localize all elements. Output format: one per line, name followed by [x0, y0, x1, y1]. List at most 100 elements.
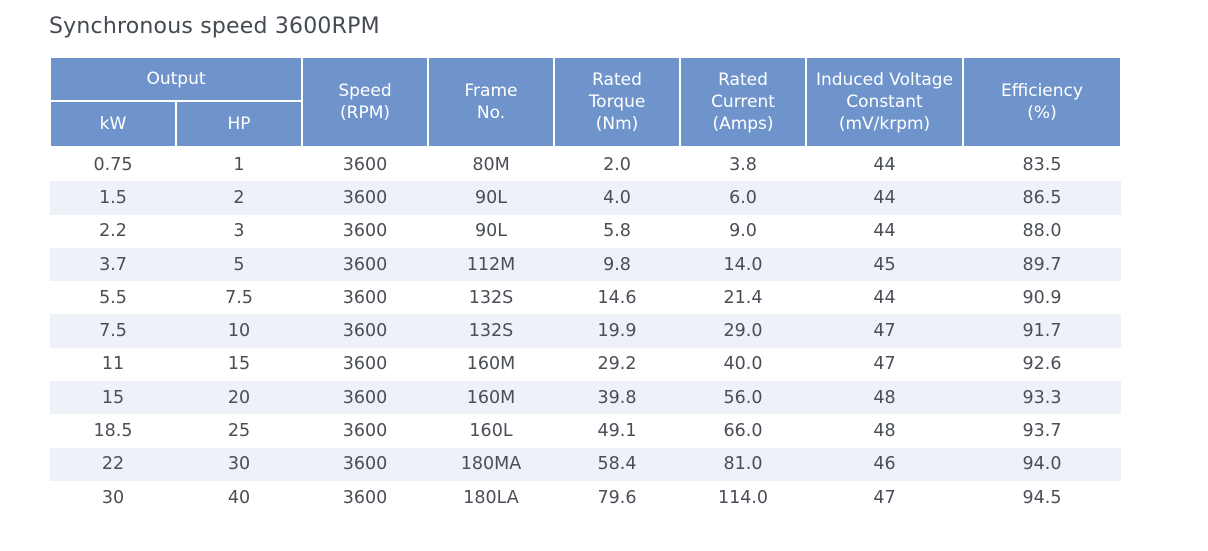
table-row: 7.5 10 3600 132S 19.9 29.0 47 91.7: [50, 314, 1121, 348]
cell-rated-current: 81.0: [680, 447, 806, 481]
cell-induced-voltage: 44: [806, 181, 963, 215]
table-body: 0.75 1 3600 80M 2.0 3.8 44 83.5 1.5 2 3600 90L 4.0 6.…: [50, 147, 1121, 515]
cell-kw: 5.5: [50, 281, 176, 315]
cell-frame: 90L: [428, 181, 554, 215]
cell-kw: 15: [50, 381, 176, 415]
table-row: 1.5 2 3600 90L 4.0 6.0 44 86.5: [50, 181, 1121, 215]
header-hp: HP: [175, 100, 303, 148]
cell-speed: 3600: [302, 381, 428, 415]
table-row: 22 30 3600 180MA 58.4 81.0 46 94.0: [50, 447, 1121, 481]
cell-induced-voltage: 44: [806, 281, 963, 315]
cell-rated-torque: 58.4: [554, 447, 680, 481]
cell-frame: 132S: [428, 281, 554, 315]
cell-rated-current: 14.0: [680, 247, 806, 282]
cell-hp: 25: [176, 414, 302, 448]
cell-speed: 3600: [302, 314, 428, 348]
table-row: 5.5 7.5 3600 132S 14.6 21.4 44 90.9: [50, 281, 1121, 315]
cell-induced-voltage: 48: [806, 381, 963, 415]
header-speed: Speed (RPM): [301, 56, 429, 148]
cell-efficiency: 94.0: [963, 447, 1121, 481]
cell-hp: 30: [176, 447, 302, 481]
cell-efficiency: 93.7: [963, 414, 1121, 448]
cell-efficiency: 88.0: [963, 214, 1121, 248]
cell-kw: 7.5: [50, 314, 176, 348]
cell-rated-torque: 39.8: [554, 381, 680, 415]
cell-frame: 160L: [428, 414, 554, 448]
cell-speed: 3600: [302, 347, 428, 382]
cell-efficiency: 90.9: [963, 281, 1121, 315]
page-title: Synchronous speed 3600RPM: [49, 14, 380, 39]
cell-kw: 3.7: [50, 247, 176, 282]
cell-speed: 3600: [302, 414, 428, 448]
cell-rated-current: 66.0: [680, 414, 806, 448]
cell-kw: 18.5: [50, 414, 176, 448]
cell-rated-current: 21.4: [680, 281, 806, 315]
cell-induced-voltage: 44: [806, 214, 963, 248]
cell-efficiency: 92.6: [963, 347, 1121, 382]
cell-hp: 10: [176, 314, 302, 348]
cell-efficiency: 93.3: [963, 381, 1121, 415]
cell-hp: 3: [176, 214, 302, 248]
cell-speed: 3600: [302, 247, 428, 282]
cell-hp: 5: [176, 247, 302, 282]
cell-efficiency: 91.7: [963, 314, 1121, 348]
cell-speed: 3600: [302, 281, 428, 315]
cell-induced-voltage: 47: [806, 480, 963, 515]
cell-kw: 11: [50, 347, 176, 382]
cell-hp: 2: [176, 181, 302, 215]
header-rated-torque: Rated Torque (Nm): [553, 56, 681, 148]
cell-hp: 40: [176, 480, 302, 515]
cell-frame: 112M: [428, 247, 554, 282]
table-row: 2.2 3 3600 90L 5.8 9.0 44 88.0: [50, 214, 1121, 248]
cell-induced-voltage: 44: [806, 147, 963, 182]
cell-rated-current: 29.0: [680, 314, 806, 348]
cell-hp: 20: [176, 381, 302, 415]
cell-hp: 7.5: [176, 281, 302, 315]
table-row: 15 20 3600 160M 39.8 56.0 48 93.3: [50, 381, 1121, 415]
cell-rated-torque: 2.0: [554, 147, 680, 182]
cell-frame: 80M: [428, 147, 554, 182]
cell-induced-voltage: 46: [806, 447, 963, 481]
cell-rated-torque: 9.8: [554, 247, 680, 282]
cell-efficiency: 94.5: [963, 480, 1121, 515]
cell-kw: 1.5: [50, 181, 176, 215]
table-row: 30 40 3600 180LA 79.6 114.0 47 94.5: [50, 480, 1121, 515]
table-row: 11 15 3600 160M 29.2 40.0 47 92.6: [50, 347, 1121, 382]
cell-rated-torque: 5.8: [554, 214, 680, 248]
cell-frame: 180MA: [428, 447, 554, 481]
table-header: Output Speed (RPM) Frame No. Rated Torqu…: [49, 56, 1122, 148]
cell-rated-current: 3.8: [680, 147, 806, 182]
cell-frame: 180LA: [428, 480, 554, 515]
cell-efficiency: 83.5: [963, 147, 1121, 182]
cell-hp: 15: [176, 347, 302, 382]
cell-induced-voltage: 47: [806, 347, 963, 382]
cell-frame: 160M: [428, 347, 554, 382]
cell-frame: 160M: [428, 381, 554, 415]
cell-speed: 3600: [302, 480, 428, 515]
table-row: 18.5 25 3600 160L 49.1 66.0 48 93.7: [50, 414, 1121, 448]
cell-rated-current: 114.0: [680, 480, 806, 515]
cell-frame: 90L: [428, 214, 554, 248]
motor-spec-table: Output Speed (RPM) Frame No. Rated Torqu…: [49, 56, 1122, 515]
cell-efficiency: 86.5: [963, 181, 1121, 215]
cell-induced-voltage: 45: [806, 247, 963, 282]
cell-frame: 132S: [428, 314, 554, 348]
cell-efficiency: 89.7: [963, 247, 1121, 282]
cell-rated-current: 9.0: [680, 214, 806, 248]
header-efficiency: Efficiency (%): [962, 56, 1122, 148]
table-row: 0.75 1 3600 80M 2.0 3.8 44 83.5: [50, 147, 1121, 182]
cell-kw: 2.2: [50, 214, 176, 248]
cell-rated-torque: 19.9: [554, 314, 680, 348]
cell-hp: 1: [176, 147, 302, 182]
cell-rated-torque: 14.6: [554, 281, 680, 315]
cell-rated-current: 56.0: [680, 381, 806, 415]
cell-speed: 3600: [302, 214, 428, 248]
cell-rated-torque: 79.6: [554, 480, 680, 515]
header-kw: kW: [49, 100, 177, 148]
cell-rated-current: 40.0: [680, 347, 806, 382]
cell-rated-torque: 4.0: [554, 181, 680, 215]
cell-induced-voltage: 47: [806, 314, 963, 348]
table-row: 3.7 5 3600 112M 9.8 14.0 45 89.7: [50, 247, 1121, 282]
cell-speed: 3600: [302, 181, 428, 215]
header-induced-voltage: Induced Voltage Constant (mV/krpm): [805, 56, 964, 148]
